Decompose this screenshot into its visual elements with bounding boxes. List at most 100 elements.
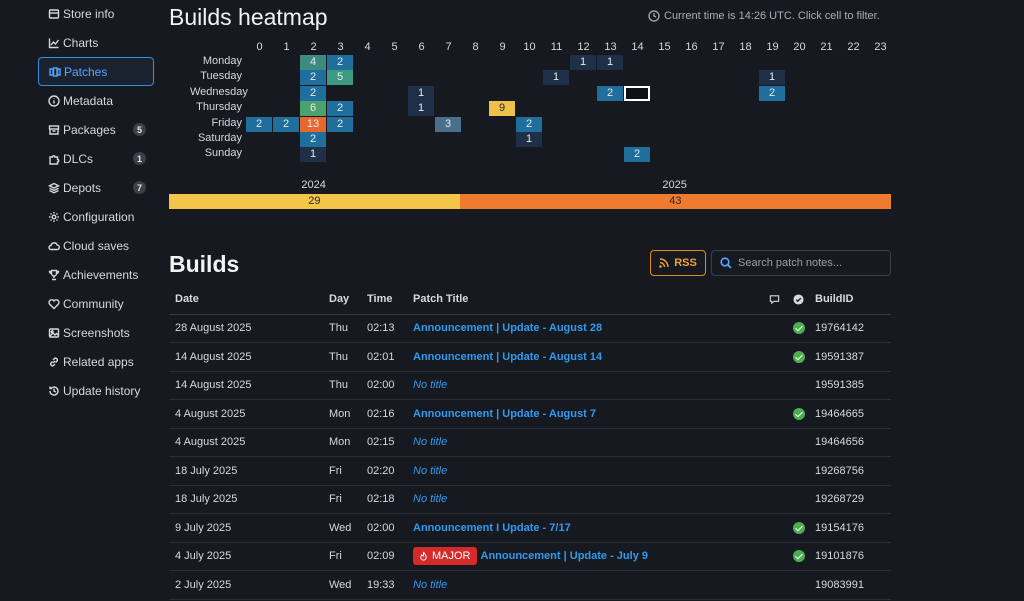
no-title-text[interactable]: No title	[413, 379, 448, 392]
day-label: Saturday	[197, 132, 242, 144]
sidebar-item-configuration[interactable]: Configuration	[38, 202, 154, 231]
heatmap-cell[interactable]: 2	[300, 70, 326, 86]
heatmap-cell[interactable]: 1	[543, 70, 569, 86]
heatmap-cell[interactable]: 1	[408, 101, 434, 117]
heatmap-cell[interactable]: 2	[327, 55, 353, 70]
table-row[interactable]: 18 July 2025 Fri 02:20 No title 19268756	[169, 456, 891, 486]
heatmap-cell[interactable]: 1	[597, 55, 623, 70]
table-row[interactable]: 14 August 2025 Thu 02:01 Announcement | Upd…	[169, 342, 891, 372]
cell-title: MAJOR Announcement | Update - July 9	[407, 542, 763, 571]
heatmap-cell[interactable]: 2	[759, 85, 785, 101]
heatmap-cell[interactable]: 2	[300, 85, 326, 101]
sidebar-item-dlcs[interactable]: DLCs 1	[38, 144, 154, 173]
rss-button[interactable]: RSS	[650, 250, 706, 276]
heatmap-cell[interactable]: 4	[300, 55, 326, 70]
table-row[interactable]: 2 July 2025 Wed 19:33 No title 19083991	[169, 570, 891, 600]
patch-title-link[interactable]: Announcement | Update - August 14	[413, 350, 603, 363]
table-row[interactable]: 18 July 2025 Fri 02:18 No title 19268729	[169, 485, 891, 514]
heatmap-cell[interactable]: 2	[516, 116, 542, 132]
table-row[interactable]: 4 August 2025 Mon 02:15 No title 19464656	[169, 428, 891, 457]
heatmap-cell[interactable]: 2	[246, 116, 272, 132]
sidebar-item-charts[interactable]: Charts	[38, 28, 154, 57]
cell-title: No title	[407, 371, 763, 400]
cell-time: 02:00	[361, 513, 407, 543]
heatmap-cell[interactable]: 2	[327, 116, 353, 132]
col-title[interactable]: Patch Title	[407, 285, 763, 315]
sidebar-item-packages[interactable]: Packages 5	[38, 115, 154, 144]
history-icon	[48, 385, 60, 397]
sidebar-item-update-history[interactable]: Update history	[38, 376, 154, 405]
col-day[interactable]: Day	[323, 285, 361, 315]
no-title-text[interactable]: No title	[413, 436, 448, 449]
hour-label: 1	[283, 41, 290, 53]
no-title-text[interactable]: No title	[413, 578, 448, 591]
heatmap-cell[interactable]: 2	[327, 101, 353, 117]
sidebar-item-patches[interactable]: Patches	[38, 57, 154, 86]
heatmap-cell[interactable]: 1	[300, 147, 326, 163]
search-input[interactable]	[738, 257, 888, 269]
cell-time: 02:01	[361, 342, 407, 372]
cell-time: 02:20	[361, 456, 407, 486]
cell-date: 14 August 2025	[169, 371, 323, 400]
table-row[interactable]: 4 July 2025 Fri 02:09 MAJOR Announcement | U…	[169, 542, 891, 571]
hour-label: 20	[793, 41, 806, 53]
col-date[interactable]: Date	[169, 285, 323, 315]
table-row[interactable]: 28 August 2025 Thu 02:13 Announcement | Upd…	[169, 314, 891, 343]
cell-verified	[787, 570, 809, 600]
count-badge: 1	[133, 152, 146, 165]
heatmap-cell[interactable]	[624, 85, 650, 101]
hour-label: 6	[418, 41, 425, 53]
cell-buildid: 19154176	[809, 513, 891, 543]
patch-title-link[interactable]: Announcement I Update - 7/17	[413, 521, 571, 534]
year-bar[interactable]: 29	[169, 194, 460, 209]
time-note: Current time is 14:26 UTC. Click cell to…	[648, 10, 880, 22]
cell-title: No title	[407, 570, 763, 600]
no-title-text[interactable]: No title	[413, 464, 448, 477]
builds-title: Builds	[169, 251, 240, 277]
sidebar-item-related-apps[interactable]: Related apps	[38, 347, 154, 376]
hour-label: 9	[499, 41, 506, 53]
heatmap-cell[interactable]: 3	[435, 116, 461, 132]
heatmap-cell[interactable]: 1	[759, 70, 785, 86]
heatmap-cell[interactable]: 1	[408, 85, 434, 101]
sidebar-item-cloud-saves[interactable]: Cloud saves	[38, 231, 154, 260]
patch-title-link[interactable]: Announcement | Update - July 9	[480, 550, 649, 563]
cell-verified	[787, 314, 809, 343]
heatmap-cell[interactable]: 5	[327, 70, 353, 86]
heatmap-cell[interactable]: 1	[516, 132, 542, 147]
rss-icon	[659, 258, 669, 268]
heatmap-cell[interactable]: 2	[300, 132, 326, 147]
table-row[interactable]: 4 August 2025 Mon 02:16 Announcement | Upda…	[169, 399, 891, 429]
cell-time: 02:00	[361, 371, 407, 400]
no-title-text[interactable]: No title	[413, 493, 448, 506]
heatmap-cell[interactable]: 6	[300, 101, 326, 117]
heatmap-cell[interactable]: 2	[597, 85, 623, 101]
cell-day: Thu	[323, 342, 361, 372]
heatmap-cell[interactable]: 2	[624, 147, 650, 163]
cell-comments	[763, 399, 787, 429]
sidebar-item-label: Metadata	[63, 93, 114, 108]
heatmap-cell[interactable]: 1	[570, 55, 596, 70]
heatmap-cell[interactable]: 9	[489, 101, 515, 117]
year-bar[interactable]: 43	[459, 194, 891, 209]
heatmap-cell[interactable]: 2	[273, 116, 299, 132]
sidebar-item-label: Cloud saves	[63, 238, 130, 253]
sidebar-item-metadata[interactable]: Metadata	[38, 86, 154, 115]
hour-label: 4	[364, 41, 371, 53]
table-row[interactable]: 9 July 2025 Wed 02:00 Announcement I Update…	[169, 513, 891, 543]
sidebar-item-screenshots[interactable]: Screenshots	[38, 318, 154, 347]
cell-comments	[763, 570, 787, 600]
sidebar-item-community[interactable]: Community	[38, 289, 154, 318]
sidebar-item-achievements[interactable]: Achievements	[38, 260, 154, 289]
col-buildid[interactable]: BuildID	[809, 285, 891, 315]
heatmap-cell[interactable]: 13	[300, 116, 326, 132]
cell-date: 18 July 2025	[169, 456, 323, 486]
table-row[interactable]: 14 August 2025 Thu 02:00 No title 19591385	[169, 371, 891, 400]
col-time[interactable]: Time	[361, 285, 407, 315]
sidebar-item-store-info[interactable]: Store info	[38, 0, 154, 28]
patch-title-link[interactable]: Announcement | Update - August 7	[413, 407, 596, 420]
cell-verified	[787, 513, 809, 543]
search-box[interactable]	[711, 250, 891, 276]
sidebar-item-depots[interactable]: Depots 7	[38, 173, 154, 202]
patch-title-link[interactable]: Announcement | Update - August 28	[413, 322, 603, 335]
